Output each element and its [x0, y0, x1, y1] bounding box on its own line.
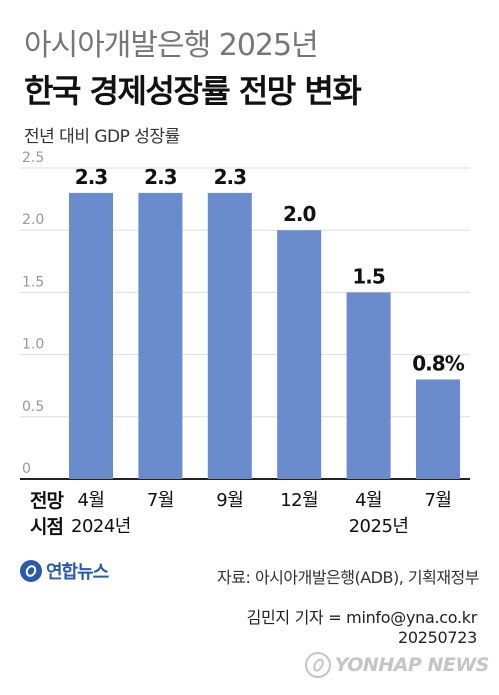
x-tick-label: 7월: [424, 490, 452, 511]
x-tick-label: 4월: [355, 490, 383, 511]
credit-date: 20250723: [397, 628, 477, 647]
credit-reporter: 김민지 기자 = minfo@yna.co.kr: [246, 608, 478, 627]
bar: [346, 292, 391, 479]
data-label: 2.3: [144, 165, 177, 189]
logo-text: 연합뉴스: [46, 562, 109, 583]
x-tick-label: 7월: [146, 490, 175, 511]
yonhap-logo: 연합뉴스: [20, 558, 109, 584]
year-label: 2024년: [71, 516, 131, 537]
title-line1: 아시아개발은행 2025년: [24, 28, 319, 63]
bar: [69, 192, 113, 479]
data-label: 2.3: [75, 165, 108, 189]
bar: [207, 192, 252, 479]
yonhap-logo-icon: [20, 560, 42, 582]
data-label: 1.5: [352, 264, 385, 288]
chart-subtitle: 전년 대비 GDP 성장률: [24, 127, 180, 147]
watermark: YONHAP NEWS: [304, 652, 490, 678]
x-tick-label: 12월: [280, 490, 319, 511]
x-tick-label: 4월: [77, 490, 105, 511]
y-tick-label: 0.5: [22, 399, 44, 415]
bar: [138, 192, 183, 479]
data-label: 2.3: [214, 165, 247, 189]
data-label: 0.8%: [412, 351, 464, 375]
bar: [416, 379, 460, 479]
y-tick-label: 2.0: [22, 212, 44, 228]
y-tick-label: 1.0: [22, 337, 44, 353]
watermark-text: YONHAP NEWS: [334, 654, 490, 676]
x-tick-label: 9월: [216, 490, 244, 511]
y-tick-label: 2.5: [22, 150, 44, 166]
x-axis-title-line1: 전망: [30, 490, 64, 512]
bar-chart: 0 0.5 1.0 1.5 2.0 2.5 2.3 2.3 2.3 2.0 1.5 0.8%: [20, 150, 470, 480]
year-label: 2025년: [348, 516, 409, 537]
credit: 김민지 기자 = minfo@yna.co.kr 20250723: [246, 608, 478, 648]
watermark-logo-icon: [304, 652, 331, 678]
bar: [277, 230, 322, 479]
y-tick-label: 1.5: [22, 274, 44, 290]
source-note: 자료: 아시아개발은행(ADB), 기획재정부: [217, 568, 479, 587]
y-tick-label: 0: [22, 461, 31, 477]
data-label: 2.0: [283, 202, 316, 226]
title-line2: 한국 경제성장률 전망 변화: [24, 72, 362, 110]
x-axis-title-line2: 시점: [30, 516, 64, 538]
